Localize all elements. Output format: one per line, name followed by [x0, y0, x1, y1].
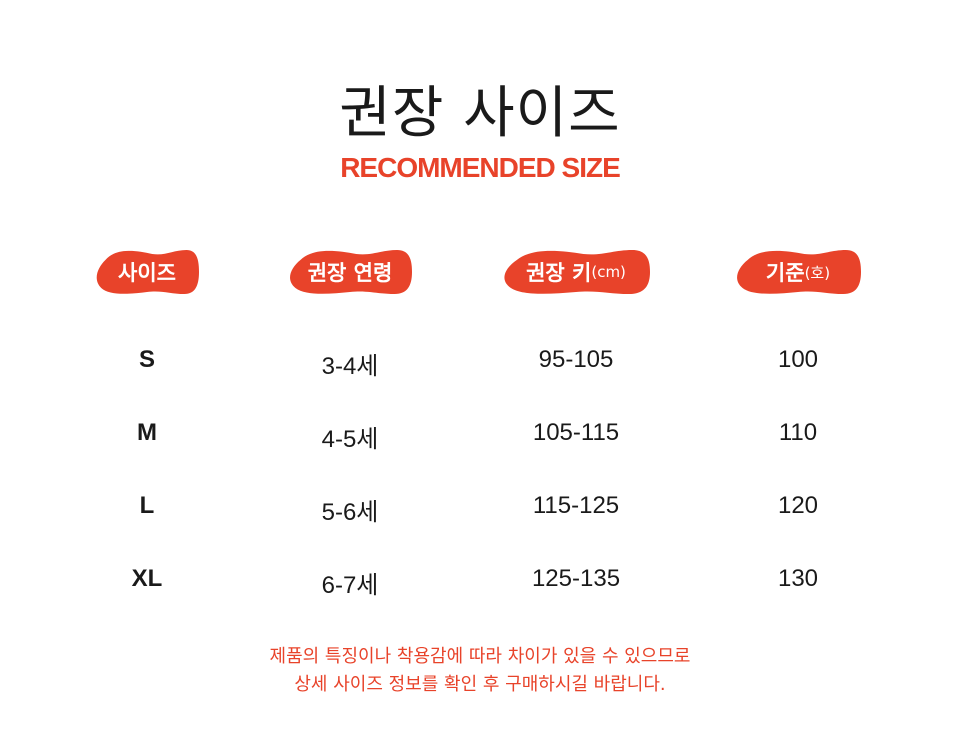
cell-age: 6-7세 — [321, 572, 379, 599]
cell-height: 105-115 — [532, 419, 620, 446]
header-text: 권장 키 — [526, 261, 592, 285]
header-label: 기준 (호) — [735, 246, 861, 298]
cell-size: M — [137, 419, 157, 446]
header-text: 권장 연령 — [307, 261, 393, 285]
cell-height: 115-125 — [532, 492, 620, 519]
header-label: 사이즈 — [95, 246, 199, 298]
cell-age: 3-4세 — [321, 353, 379, 380]
cell-size: L — [139, 492, 155, 519]
header-text: 기준 — [765, 261, 805, 285]
header-blob — [290, 250, 412, 294]
cell-standard: 120 — [777, 492, 819, 519]
cell-age: 5-6세 — [321, 499, 379, 526]
header-unit: (호) — [804, 263, 831, 282]
page-subtitle: RECOMMENDED SIZE — [340, 152, 621, 183]
cell-height: 95-105 — [538, 346, 614, 373]
cell-standard: 110 — [778, 419, 818, 446]
header-text: 사이즈 — [118, 261, 176, 285]
header-label: 권장 키 (cm) — [502, 246, 650, 298]
size-note: 제품의 특징이나 착용감에 따라 차이가 있을 수 있으므로 상세 사이즈 정보… — [0, 643, 960, 699]
cell-standard: 100 — [777, 346, 819, 373]
header-blob — [96, 250, 199, 294]
cell-height: 125-135 — [531, 565, 621, 592]
cell-standard: 130 — [777, 565, 819, 592]
header-blob — [737, 250, 861, 294]
header-blob — [504, 250, 650, 294]
page-title: 권장 사이즈 — [339, 81, 621, 146]
cell-size: XL — [131, 565, 163, 592]
header-label: 권장 연령 — [288, 246, 412, 298]
cell-size: S — [138, 346, 156, 373]
column-header-height: 권장 키 (cm) — [502, 246, 650, 298]
header-unit: (cm) — [591, 263, 626, 281]
cell-age: 4-5세 — [321, 426, 379, 453]
column-header-standard: 기준 (호) — [735, 246, 861, 298]
note-line: 상세 사이즈 정보를 확인 후 구매하시길 바랍니다. — [294, 674, 666, 695]
note-line: 제품의 특징이나 착용감에 따라 차이가 있을 수 있으므로 — [269, 646, 691, 667]
column-header-age: 권장 연령 — [288, 246, 412, 298]
column-header-size: 사이즈 — [95, 246, 199, 298]
